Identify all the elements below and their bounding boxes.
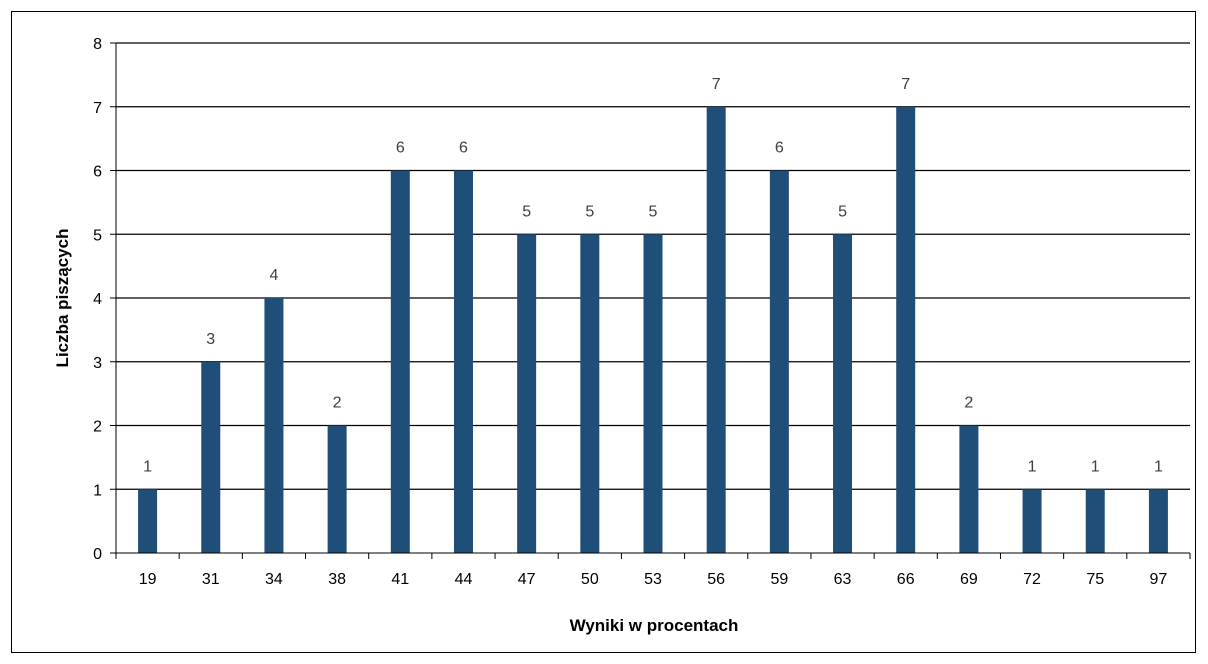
x-tick-label-56: 56 [707, 571, 725, 588]
x-tick-label-72: 72 [1023, 571, 1041, 588]
x-tick-label-50: 50 [581, 571, 599, 588]
bars [138, 106, 1168, 553]
data-label-50: 5 [585, 203, 594, 220]
bar-53 [643, 234, 663, 553]
data-label-72: 1 [1028, 458, 1037, 475]
data-label-47: 5 [522, 203, 531, 220]
data-label-38: 2 [333, 395, 342, 412]
bar-47 [517, 234, 537, 553]
data-label-56: 7 [712, 76, 721, 93]
x-tick-label-47: 47 [518, 571, 536, 588]
x-tick-label-53: 53 [644, 571, 662, 588]
bar-38 [327, 425, 347, 553]
bar-56 [706, 106, 726, 553]
x-tick-label-19: 19 [139, 571, 157, 588]
x-tick-label-34: 34 [265, 571, 283, 588]
x-axis-title: Wyniki w procentach [570, 616, 739, 635]
data-label-59: 6 [775, 140, 784, 157]
x-tick-label-59: 59 [770, 571, 788, 588]
x-tick-label-41: 41 [391, 571, 409, 588]
bar-59 [769, 170, 789, 553]
x-tick-label-63: 63 [834, 571, 852, 588]
labels: 0123456781193314342386416445475505537566… [93, 36, 1167, 588]
bar-69 [959, 425, 979, 553]
y-tick-label: 8 [93, 36, 102, 53]
y-tick-label: 1 [93, 482, 102, 499]
data-label-44: 6 [459, 140, 468, 157]
data-label-97: 1 [1154, 458, 1163, 475]
y-tick-label: 2 [93, 419, 102, 436]
x-tick-label-44: 44 [455, 571, 473, 588]
bar-19 [138, 489, 158, 553]
bar-75 [1085, 489, 1105, 553]
x-tick-label-75: 75 [1086, 571, 1104, 588]
bar-72 [1022, 489, 1042, 553]
data-label-31: 3 [206, 331, 215, 348]
bar-34 [264, 298, 284, 553]
data-label-63: 5 [838, 203, 847, 220]
x-tick-label-69: 69 [960, 571, 978, 588]
bar-41 [390, 170, 410, 553]
x-tick-label-97: 97 [1150, 571, 1168, 588]
bar-63 [833, 234, 853, 553]
x-tick-label-66: 66 [897, 571, 915, 588]
y-axis-title: Liczba piszących [53, 229, 72, 368]
data-label-66: 7 [901, 76, 910, 93]
data-label-19: 1 [143, 458, 152, 475]
bar-50 [580, 234, 600, 553]
x-tick-label-31: 31 [202, 571, 220, 588]
axes [110, 42, 1191, 559]
data-label-53: 5 [649, 203, 658, 220]
data-label-75: 1 [1091, 458, 1100, 475]
bar-44 [453, 170, 473, 553]
bar-97 [1148, 489, 1168, 553]
y-tick-label: 0 [93, 546, 102, 563]
data-label-41: 6 [396, 140, 405, 157]
y-tick-label: 4 [93, 291, 102, 308]
bar-31 [201, 361, 221, 553]
data-label-69: 2 [964, 395, 973, 412]
y-tick-label: 3 [93, 355, 102, 372]
x-tick-label-38: 38 [328, 571, 346, 588]
y-tick-label: 5 [93, 227, 102, 244]
y-tick-label: 7 [93, 100, 102, 117]
bar-66 [896, 106, 916, 553]
y-tick-label: 6 [93, 164, 102, 181]
data-label-34: 4 [269, 267, 278, 284]
